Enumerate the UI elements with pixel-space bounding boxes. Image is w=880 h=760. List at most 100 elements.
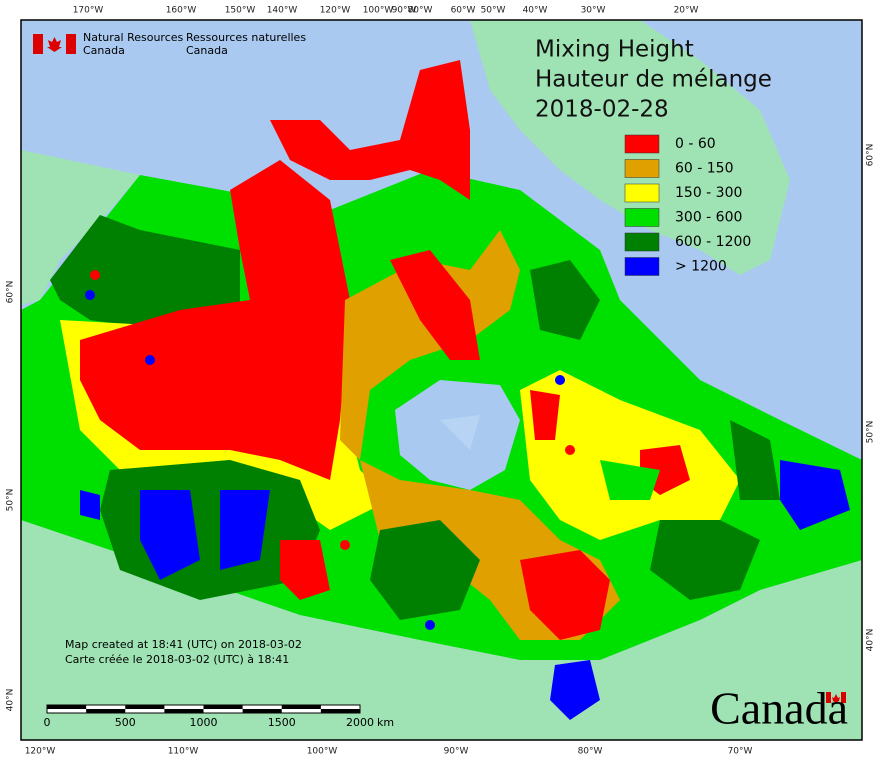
zone (85, 290, 95, 300)
zone (50, 215, 240, 330)
zone (90, 270, 100, 280)
latitude-label: 50°N (866, 421, 876, 444)
alaska (21, 150, 140, 305)
maple-leaf (47, 37, 62, 52)
scale-segment (203, 705, 243, 709)
legend-swatch (624, 208, 660, 227)
zone (555, 375, 565, 385)
credit: Map created at 18:41 (UTC) on 2018-03-02 (65, 638, 302, 651)
longitude-label: 80°W (408, 6, 433, 16)
legend-swatch (624, 159, 660, 178)
zone (340, 230, 520, 460)
scale-segment (242, 709, 282, 713)
maple-leaf (832, 694, 840, 703)
latitude-label: 40°N (866, 629, 876, 652)
usa (21, 520, 862, 740)
legend-label: 60 - 150 (675, 161, 734, 177)
latitude-label: 40°N (6, 689, 16, 712)
longitude-label: 140°W (267, 6, 298, 16)
legend-swatch (624, 134, 660, 154)
lake (440, 415, 480, 450)
zone (370, 520, 480, 620)
title: 2018-02-28 (535, 97, 669, 123)
zone (565, 445, 575, 455)
flag-bar (33, 34, 43, 54)
graticule-labels: 170°W 160°W 150°W 140°W 120°W 100°W90°W80°W 60… (6, 6, 876, 757)
zone (650, 520, 760, 600)
zone (600, 460, 660, 500)
scale-label: 0 (44, 716, 51, 729)
latitude-label: 60°N (6, 281, 16, 304)
zone (390, 250, 480, 360)
latitude-label: 60°N (866, 144, 876, 167)
scale-segment (281, 705, 321, 709)
longitude-label: 170°W (73, 6, 104, 16)
zone (550, 660, 600, 720)
scale-label: 1000 (190, 716, 218, 729)
zone (425, 620, 435, 630)
legend-label: 300 - 600 (675, 210, 742, 226)
zone (520, 550, 610, 640)
latitude-label: 50°N (6, 489, 16, 512)
legend-label: 0 - 60 (675, 136, 716, 152)
zone (220, 490, 270, 570)
scale-segment (320, 709, 360, 713)
legend-swatch (624, 183, 660, 203)
longitude-label: 50°W (481, 6, 506, 16)
agency-name: Ressources naturelles (186, 31, 306, 44)
flag-bar (826, 692, 831, 703)
agency-name: Canada (83, 44, 125, 57)
zone (280, 540, 330, 600)
longitude-label: 120°W (25, 747, 56, 757)
longitude-label: 90°W (444, 747, 469, 757)
zone (530, 390, 560, 440)
longitude-label: 120°W (320, 6, 351, 16)
zone (195, 410, 205, 420)
scale-segment (86, 709, 126, 713)
title: Hauteur de mélange (535, 67, 772, 93)
zone (145, 355, 155, 365)
zone (80, 490, 100, 520)
legend: 0 - 60 60 - 150 150 - 300 300 - 600 600 - 12… (624, 134, 751, 276)
legend-label: > 1200 (675, 259, 727, 275)
zone (340, 540, 350, 550)
scale-segment (164, 709, 204, 713)
scale-label: 500 (115, 716, 136, 729)
scale-label: 2000 (346, 716, 374, 729)
wordmark: Canada (710, 683, 848, 734)
scale-unit: km (377, 716, 394, 729)
longitude-label: 150°W (225, 6, 256, 16)
longitude-label: 30°W (581, 6, 606, 16)
longitude-label: 20°W (674, 6, 699, 16)
scale-segment (47, 705, 87, 709)
flag-bar (841, 692, 846, 703)
agency-logo (33, 34, 76, 54)
legend-label: 150 - 300 (675, 185, 742, 201)
longitude-label: 80°W (578, 747, 603, 757)
zone (140, 490, 200, 580)
frame (20, 19, 863, 741)
scale-segment (125, 705, 165, 709)
zone (730, 420, 780, 500)
zone (530, 260, 600, 340)
legend-swatch (624, 232, 660, 252)
credit: Carte créée le 2018-03-02 (UTC) à 18:41 (65, 653, 289, 666)
zone (270, 60, 470, 200)
legend-label: 600 - 1200 (675, 234, 751, 250)
zone (520, 370, 740, 540)
title: Mixing Height (535, 37, 694, 63)
longitude-label: 110°W (168, 747, 199, 757)
wordmark-flag (826, 692, 846, 703)
map-body (21, 20, 862, 740)
longitude-label: 100°W (307, 747, 338, 757)
longitude-label: 40°W (523, 6, 548, 16)
agency-name: Canada (186, 44, 228, 57)
longitude-label: 160°W (166, 6, 197, 16)
longitude-label: 90°W (392, 6, 417, 16)
flag-bar (66, 34, 76, 54)
zone (80, 160, 350, 480)
agency-name: Natural Resources (83, 31, 184, 44)
zone (780, 460, 850, 530)
longitude-label: 60°W (451, 6, 476, 16)
